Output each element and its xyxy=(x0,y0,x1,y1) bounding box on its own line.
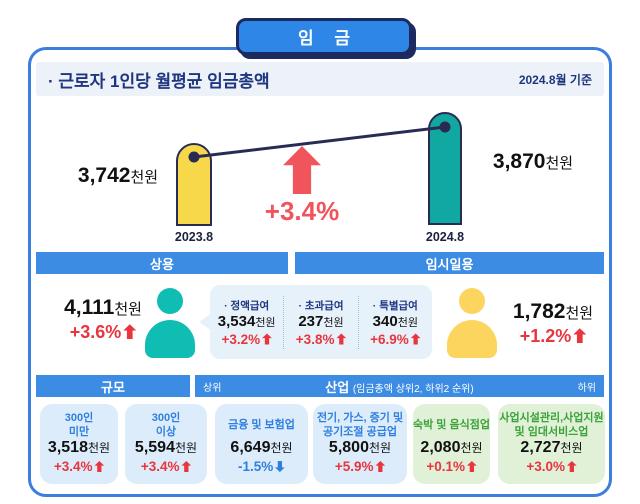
regular-worker-icon xyxy=(145,288,195,358)
card-change: +5.9% xyxy=(334,459,374,474)
regular-wage-number: 4,111 xyxy=(64,296,115,319)
main-frame: · 근로자 1인당 월평균 임금총액 2024.8월 기준 3,742천원 3,… xyxy=(28,47,612,497)
industry-bottom-label: 하위 xyxy=(577,382,596,394)
fixed-pay-unit: 천원 xyxy=(255,316,276,329)
wage-components-bubble: · 정액급여 3,534천원 +3.2% · 초과급여 237천원 +3.8% … xyxy=(199,285,432,359)
temporary-wage-value: 1,782천원 +1.2% xyxy=(497,300,609,347)
value-2023-unit: 천원 xyxy=(130,169,159,186)
card-value: 5,800 xyxy=(328,439,369,456)
card-unit: 천원 xyxy=(270,441,293,455)
up-arrow-icon xyxy=(123,324,137,339)
component-fixed-pay: · 정액급여 3,534천원 +3.2% xyxy=(210,296,283,349)
down-arrow-icon xyxy=(275,461,285,472)
overtime-pay-unit: 천원 xyxy=(323,316,344,329)
value-2024-number: 3,870 xyxy=(492,150,546,173)
card-value: 3,518 xyxy=(47,439,88,456)
up-arrow-icon xyxy=(94,460,105,472)
card-under-300: 300인 미만 3,518천원 +3.4% xyxy=(40,404,118,484)
header-regular-workers: 상용 xyxy=(36,252,288,274)
card-change: -1.5% xyxy=(238,459,274,474)
header-temporary-workers: 임시일용 xyxy=(295,252,604,274)
overtime-pay-label: · 초과급여 xyxy=(298,299,344,312)
card-unit: 천원 xyxy=(460,441,483,455)
temporary-wage-change: +1.2% xyxy=(519,326,572,346)
temporary-wage-number: 1,782 xyxy=(512,300,566,323)
up-arrow-icon xyxy=(181,460,192,472)
value-2024-unit: 천원 xyxy=(545,155,574,172)
wage-trend-chart: 3,742천원 3,870천원 +3.4% 2023.8 2024.8 xyxy=(36,100,604,250)
regular-wage-value: 4,111천원 +3.6% xyxy=(41,296,165,343)
reference-date: 2024.8월 기준 xyxy=(518,72,592,87)
card-unit: 천원 xyxy=(87,441,111,455)
card-value: 2,727 xyxy=(520,439,561,456)
header-company-size: 규모 xyxy=(36,375,190,397)
card-title: 300인 미만 xyxy=(64,412,94,438)
up-arrow-icon xyxy=(375,460,386,472)
card-unit: 천원 xyxy=(174,441,198,455)
up-arrow-icon xyxy=(566,460,577,472)
industry-top-label: 상위 xyxy=(203,382,222,394)
overall-change: +3.4% xyxy=(264,196,340,226)
temporary-worker-icon xyxy=(447,288,497,358)
value-2023: 3,742천원 xyxy=(60,164,176,188)
card-value: 5,594 xyxy=(134,439,175,456)
card-change: +3.0% xyxy=(526,459,565,474)
card-change: +3.4% xyxy=(140,459,180,474)
header-strip: · 근로자 1인당 월평균 임금총액 2024.8월 기준 xyxy=(36,62,604,96)
fixed-pay-label: · 정액급여 xyxy=(224,299,270,312)
card-value: 6,649 xyxy=(230,439,271,456)
up-arrow-icon xyxy=(336,333,347,345)
card-title: 금융 및 보험업 xyxy=(228,418,295,431)
card-change: +0.1% xyxy=(426,459,465,474)
card-finance-insurance: 금융 및 보험업 6,649천원 -1.5% xyxy=(215,404,308,484)
up-arrow-icon xyxy=(262,333,272,345)
component-overtime-pay: · 초과급여 237천원 +3.8% xyxy=(283,295,357,349)
axis-label-2024: 2024.8 xyxy=(425,230,465,244)
axis-label-2023: 2023.8 xyxy=(174,230,214,244)
card-over-300: 300인 이상 5,594천원 +3.4% xyxy=(125,404,207,484)
fixed-pay-number: 3,534 xyxy=(217,312,256,330)
regular-wage-change: +3.6% xyxy=(69,322,122,342)
special-pay-label: · 특별급여 xyxy=(372,299,418,312)
special-pay-unit: 천원 xyxy=(397,316,418,329)
industry-header-text: 산업 xyxy=(325,379,350,395)
tab-wage[interactable]: 임 금 xyxy=(236,18,412,55)
trend-line xyxy=(188,121,451,163)
industry-header-title: 산업 (임금총액 상위2, 하위2 순위) xyxy=(325,377,473,396)
card-unit: 천원 xyxy=(560,441,583,455)
card-business-facilities: 사업시설관리,사업지원 및 임대서비스업 2,727천원 +3.0% xyxy=(498,404,605,484)
up-arrow-icon xyxy=(573,328,587,343)
regular-wage-unit: 천원 xyxy=(114,301,142,318)
special-pay-number: 340 xyxy=(372,312,398,330)
page-title: · 근로자 1인당 월평균 임금총액 xyxy=(48,71,270,91)
overtime-pay-number: 237 xyxy=(298,312,324,330)
card-title: 숙박 및 음식점업 xyxy=(413,418,490,431)
card-value: 2,080 xyxy=(420,439,461,456)
card-title: 전기, 가스, 증기 및 공기조절 공급업 xyxy=(316,412,404,438)
value-2024: 3,870천원 xyxy=(468,150,598,174)
card-title: 사업시설관리,사업지원 및 임대서비스업 xyxy=(499,412,604,438)
industry-header-note: (임금총액 상위2, 하위2 순위) xyxy=(352,383,474,395)
up-arrow-icon xyxy=(410,333,421,345)
component-special-pay: · 특별급여 340천원 +6.9% xyxy=(357,295,432,349)
temporary-wage-unit: 천원 xyxy=(565,305,594,322)
card-title: 300인 이상 xyxy=(151,412,181,438)
special-pay-change: +6.9% xyxy=(370,331,409,347)
value-2023-number: 3,742 xyxy=(77,164,131,187)
up-arrow-icon xyxy=(466,460,477,472)
card-change: +3.4% xyxy=(53,459,93,474)
card-unit: 천원 xyxy=(368,441,392,455)
fixed-pay-change: +3.2% xyxy=(221,331,261,347)
overtime-pay-change: +3.8% xyxy=(295,331,335,347)
card-electricity-gas: 전기, 가스, 증기 및 공기조절 공급업 5,800천원 +5.9% xyxy=(313,404,407,484)
header-industry: 상위 산업 (임금총액 상위2, 하위2 순위) 하위 xyxy=(195,375,604,397)
card-accommodation-food: 숙박 및 음식점업 2,080천원 +0.1% xyxy=(413,404,490,484)
